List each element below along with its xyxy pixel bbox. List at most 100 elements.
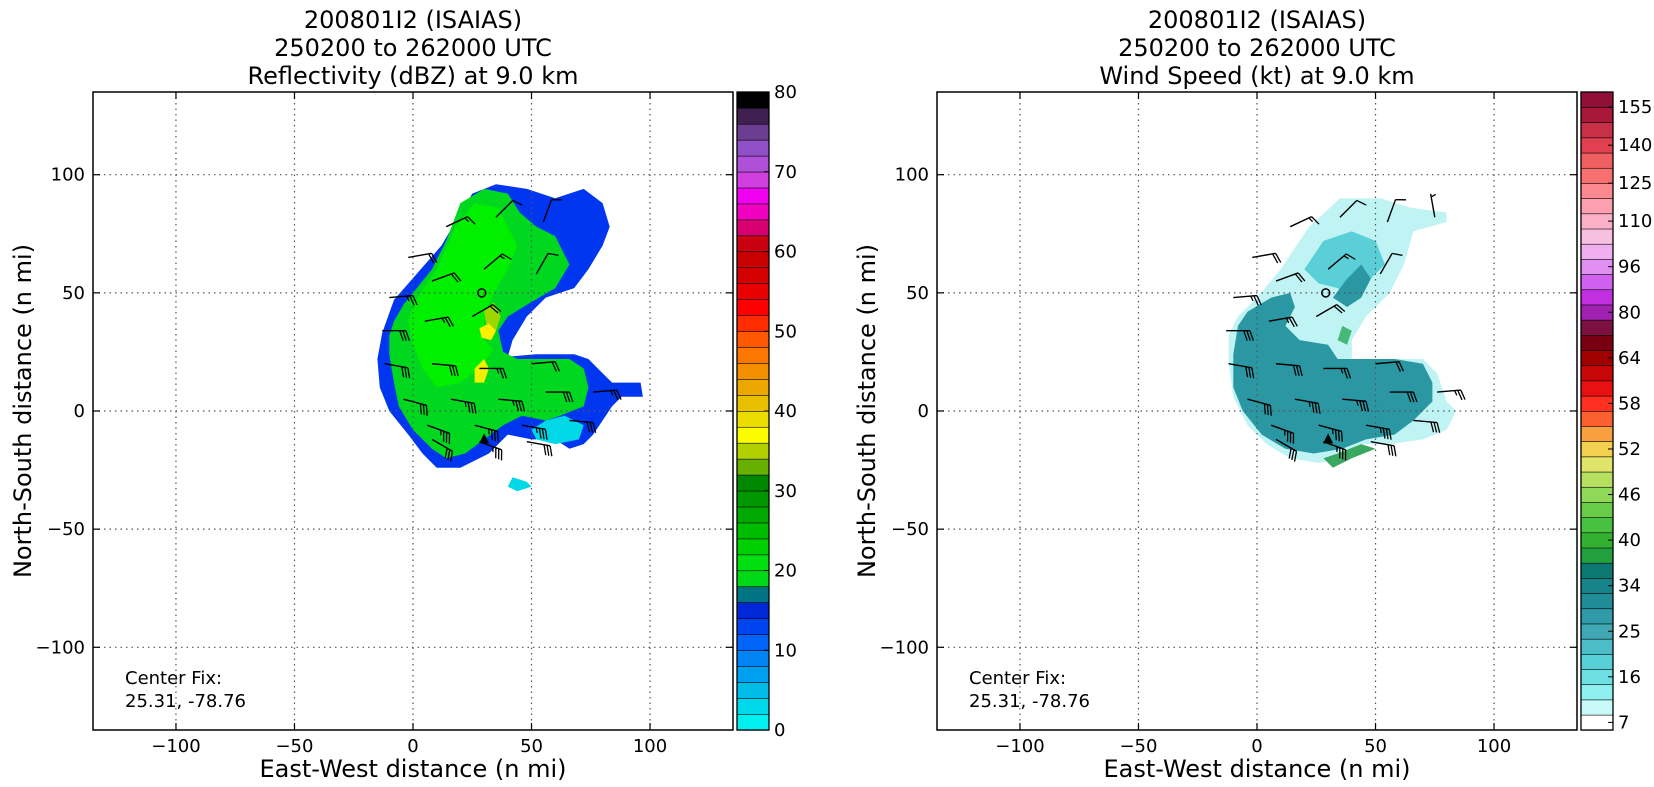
y-tick-label: −50 bbox=[891, 519, 929, 540]
colorbar-segment bbox=[736, 171, 770, 189]
barb-feather bbox=[404, 367, 408, 378]
barb-feather bbox=[613, 390, 619, 401]
colorbar-segment bbox=[1580, 456, 1614, 473]
barb-feather bbox=[1311, 402, 1315, 413]
y-tick-label: 50 bbox=[906, 283, 929, 304]
barb-shaft bbox=[521, 424, 546, 430]
wind-barb bbox=[1379, 252, 1403, 275]
wind-barb bbox=[389, 294, 418, 306]
center-fix-annotation: 25.31, -78.76 bbox=[125, 691, 246, 712]
barb-shaft bbox=[431, 363, 456, 367]
y-tick-label: −100 bbox=[36, 637, 85, 658]
x-tick-label: 50 bbox=[520, 736, 543, 757]
wind-barb bbox=[403, 398, 428, 416]
colorbar-segment bbox=[736, 586, 770, 604]
colorbar-segment bbox=[736, 107, 770, 125]
x-tick-label: −100 bbox=[995, 736, 1044, 757]
barb-shaft bbox=[424, 316, 449, 322]
colorbar-segment bbox=[736, 570, 770, 588]
wind-barb bbox=[1294, 398, 1321, 414]
barb-feather bbox=[412, 295, 418, 306]
x-tick-label: −50 bbox=[1119, 736, 1157, 757]
barb-feather bbox=[1295, 365, 1300, 376]
colorbar-segment bbox=[736, 538, 770, 556]
barb-shaft bbox=[445, 216, 468, 228]
wind-barb bbox=[483, 253, 512, 270]
colorbar-tick-label: 0 bbox=[774, 720, 785, 741]
colorbar-segment bbox=[736, 554, 770, 572]
wind-barb bbox=[495, 199, 523, 218]
colorbar-tick-label: 50 bbox=[774, 321, 797, 342]
colorbar-tick-label: 155 bbox=[1618, 97, 1652, 118]
barb-feather bbox=[1248, 367, 1252, 378]
colorbar-segment bbox=[736, 394, 770, 412]
barb-shaft bbox=[1268, 316, 1293, 322]
barb-shaft bbox=[450, 398, 475, 404]
barb-feather bbox=[1412, 391, 1418, 403]
barb-shaft bbox=[1315, 304, 1338, 318]
barb-shaft bbox=[389, 294, 413, 299]
barb-shaft bbox=[495, 199, 514, 218]
barb-feather bbox=[496, 431, 499, 442]
colorbar-tick-label: 20 bbox=[774, 561, 797, 582]
x-axis-label: East-West distance (n mi) bbox=[259, 755, 566, 783]
colorbar-segment bbox=[736, 123, 770, 141]
field-region bbox=[1337, 325, 1352, 345]
plot-area bbox=[937, 92, 1577, 730]
wind-barb bbox=[1365, 424, 1392, 440]
colorbar-segment bbox=[1580, 653, 1614, 670]
barb-feather bbox=[1291, 316, 1298, 327]
colorbar-segment bbox=[736, 458, 770, 476]
barb-shaft bbox=[593, 389, 617, 393]
colorbar-tick-label: 40 bbox=[774, 401, 797, 422]
colorbar-segment bbox=[736, 346, 770, 364]
y-tick-label: 100 bbox=[895, 165, 929, 186]
barb-shaft bbox=[1370, 441, 1395, 447]
colorbar-tick-label: 70 bbox=[774, 162, 797, 183]
barb-shaft bbox=[403, 398, 427, 406]
x-tick-label: 50 bbox=[1364, 736, 1387, 757]
barb-feather bbox=[521, 401, 526, 412]
barb-feather bbox=[490, 429, 494, 441]
barb-half-feather bbox=[464, 401, 467, 408]
colorbar-frame bbox=[1580, 91, 1614, 731]
barb-feather bbox=[546, 445, 550, 456]
colorbar-segment bbox=[1580, 425, 1614, 442]
barb-shaft bbox=[474, 424, 498, 432]
wind-barb bbox=[382, 329, 410, 341]
x-tick-label: 100 bbox=[633, 736, 667, 757]
barb-feather bbox=[512, 199, 523, 206]
barb-feather bbox=[1263, 403, 1266, 415]
colorbar-tick-label: 96 bbox=[1618, 257, 1641, 278]
barb-feather bbox=[501, 253, 512, 260]
barb-half-feather bbox=[441, 317, 446, 324]
colorbar-segment bbox=[1580, 410, 1614, 427]
barb-shaft bbox=[526, 441, 551, 447]
wind-barb bbox=[1315, 304, 1346, 318]
barb-shaft bbox=[1413, 419, 1438, 424]
barb-feather bbox=[419, 403, 422, 415]
barb-shaft bbox=[1275, 363, 1300, 367]
barb-feather bbox=[547, 252, 559, 257]
barb-shaft bbox=[535, 253, 549, 275]
barb-shaft bbox=[498, 398, 523, 402]
plot-area bbox=[93, 92, 733, 730]
colorbar-segment bbox=[1580, 517, 1614, 534]
barb-shaft bbox=[408, 252, 432, 259]
colorbar-segment bbox=[736, 362, 770, 380]
colorbar-segment bbox=[1580, 334, 1614, 351]
barb-shaft bbox=[1437, 389, 1461, 393]
barb-feather bbox=[1365, 401, 1370, 412]
colorbar-segment bbox=[736, 681, 770, 699]
colorbar-tick-label: 140 bbox=[1618, 135, 1652, 156]
barb-feather bbox=[1314, 402, 1318, 414]
barb-feather bbox=[1251, 367, 1255, 379]
colorbar-segment bbox=[736, 251, 770, 269]
barb-half-feather bbox=[1308, 217, 1314, 223]
colorbar-tick-label: 110 bbox=[1618, 211, 1652, 232]
wind-barb bbox=[1275, 438, 1298, 462]
colorbar-segment bbox=[1580, 273, 1614, 291]
colorbar-segment bbox=[1580, 562, 1614, 579]
wind-barb bbox=[1389, 391, 1418, 403]
barb-shaft bbox=[1342, 398, 1367, 402]
